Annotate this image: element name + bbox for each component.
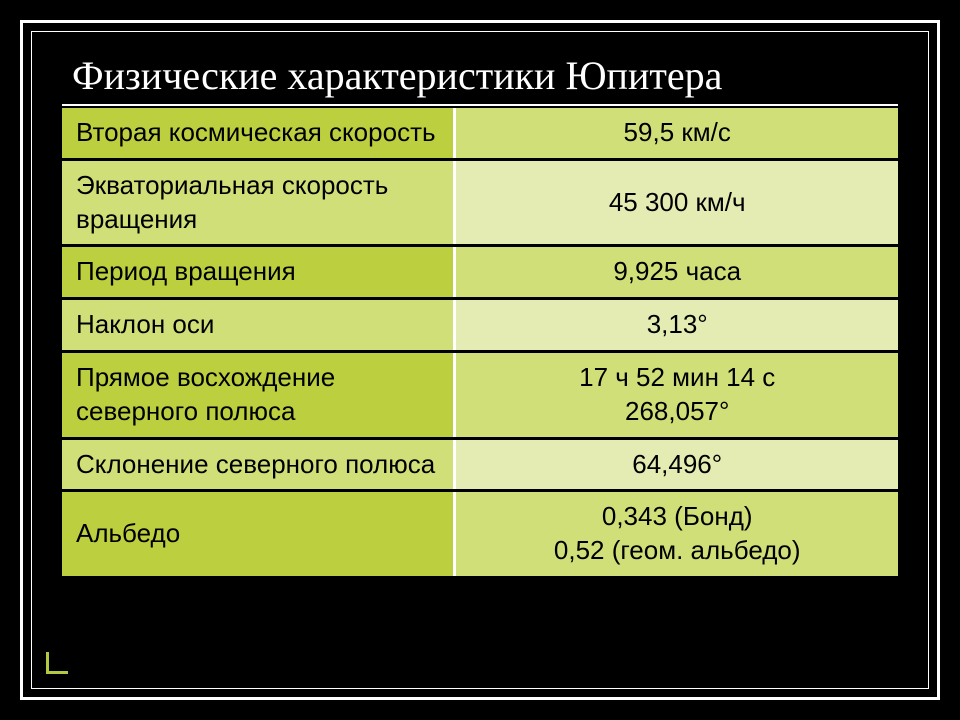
characteristics-table: Вторая космическая скорость59,5 км/сЭква… — [62, 108, 898, 576]
row-value: 9,925 часа — [455, 246, 898, 299]
row-value: 0,343 (Бонд)0,52 (геом. альбедо) — [455, 491, 898, 576]
table-row: Период вращения9,925 часа — [62, 246, 898, 299]
table-body: Вторая космическая скорость59,5 км/сЭква… — [62, 108, 898, 576]
row-label: Прямое восхождение северного полюса — [62, 351, 455, 438]
table-row: Склонение северного полюса64,496° — [62, 438, 898, 491]
table-row: Альбедо0,343 (Бонд)0,52 (геом. альбедо) — [62, 491, 898, 576]
row-label: Период вращения — [62, 246, 455, 299]
row-label: Альбедо — [62, 491, 455, 576]
row-label: Вторая космическая скорость — [62, 108, 455, 159]
inner-frame: Физические характеристики Юпитера Вторая… — [31, 31, 929, 689]
title-underline — [62, 104, 898, 106]
outer-frame: Физические характеристики Юпитера Вторая… — [20, 20, 940, 700]
row-value: 59,5 км/с — [455, 108, 898, 159]
table-row: Вторая космическая скорость59,5 км/с — [62, 108, 898, 159]
row-label: Экваториальная скорость вращения — [62, 159, 455, 246]
row-label: Склонение северного полюса — [62, 438, 455, 491]
row-label: Наклон оси — [62, 299, 455, 352]
row-value: 3,13° — [455, 299, 898, 352]
slide-title: Физические характеристики Юпитера — [62, 52, 898, 100]
row-value: 45 300 км/ч — [455, 159, 898, 246]
corner-accent-icon — [46, 652, 68, 674]
row-value: 64,496° — [455, 438, 898, 491]
table-row: Прямое восхождение северного полюса17 ч … — [62, 351, 898, 438]
table-row: Экваториальная скорость вращения45 300 к… — [62, 159, 898, 246]
table-row: Наклон оси3,13° — [62, 299, 898, 352]
row-value: 17 ч 52 мин 14 с268,057° — [455, 351, 898, 438]
